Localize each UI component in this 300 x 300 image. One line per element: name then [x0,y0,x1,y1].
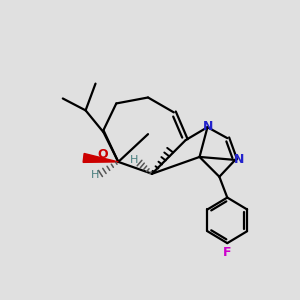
Text: F: F [223,245,232,259]
Polygon shape [83,154,118,162]
Text: O: O [98,148,108,161]
Text: N: N [234,153,244,167]
Text: H: H [130,155,138,165]
Text: H: H [91,170,100,180]
Text: N: N [203,120,214,133]
